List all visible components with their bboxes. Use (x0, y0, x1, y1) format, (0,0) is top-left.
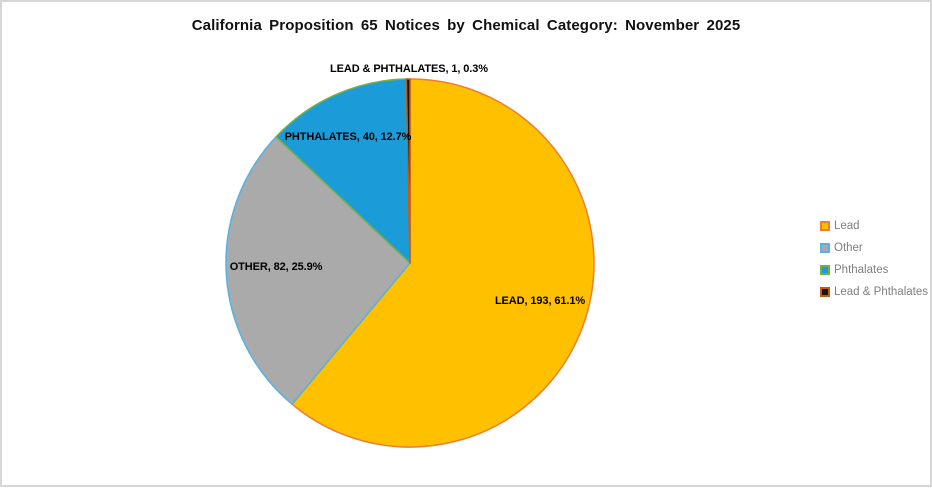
legend-label-lead-and-phthalates: Lead & Phthalates (834, 286, 928, 298)
data-label-lead: LEAD, 193, 61.1% (494, 295, 586, 307)
legend-item-phthalates: Phthalates (820, 263, 928, 277)
legend-marker-lead-and-phthalates (820, 287, 830, 297)
pie-slice-other (225, 136, 411, 405)
pie-slice-phthalates (275, 78, 411, 264)
legend-label-other: Other (834, 242, 863, 254)
legend-marker-lead (820, 221, 830, 231)
data-label-lead-and-phthalates: LEAD & PHTHALATES, 1, 0.3% (330, 63, 488, 75)
legend: Lead Other Phthalates Lead & Phthalates (820, 219, 928, 299)
legend-label-lead: Lead (834, 220, 860, 232)
pie-slice-lead-phthalates (405, 78, 411, 264)
legend-item-lead-and-phthalates: Lead & Phthalates (820, 285, 928, 299)
legend-item-other: Other (820, 241, 928, 255)
data-label-phthalates: PHTHALATES, 40, 12.7% (284, 131, 412, 143)
pie-slice-lead (291, 78, 595, 448)
legend-marker-phthalates (820, 265, 830, 275)
legend-item-lead: Lead (820, 219, 928, 233)
data-label-other: OTHER, 82, 25.9% (229, 261, 323, 273)
legend-marker-other (820, 243, 830, 253)
legend-label-phthalates: Phthalates (834, 264, 889, 276)
chart-title: California Proposition 65 Notices by Che… (191, 17, 741, 34)
